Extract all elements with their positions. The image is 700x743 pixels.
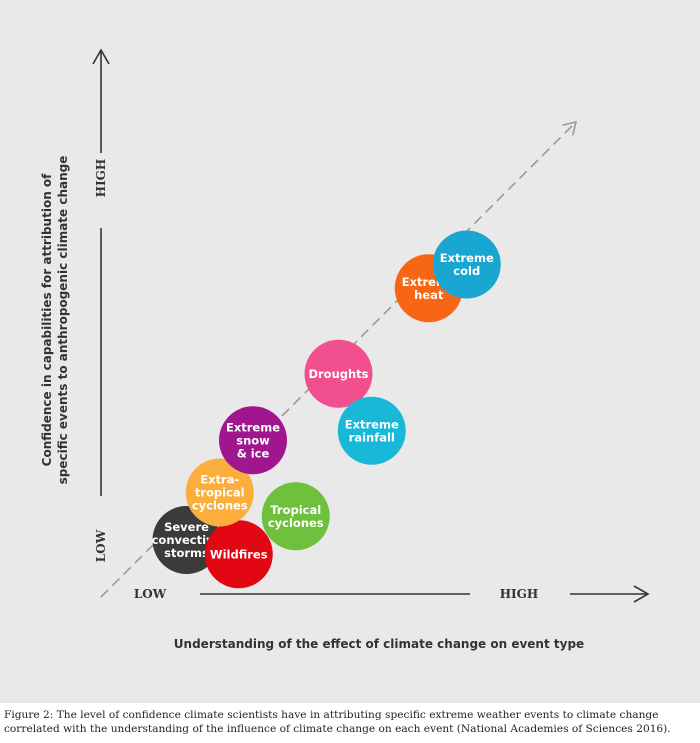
- bubble-label-extreme-snow-ice: & ice: [237, 446, 270, 460]
- bubble-label-extra-tropical-cyclones: tropical: [195, 486, 245, 500]
- diagonal-arrowhead: [562, 120, 578, 136]
- bubble-label-severe-convective-storms: convective: [152, 533, 222, 547]
- y-axis-arrowhead: [92, 48, 110, 65]
- bubble-circle-extreme-cold: [432, 230, 501, 299]
- bubble-label-extreme-snow-ice: snow: [236, 433, 270, 447]
- y-high-label: HIGH: [94, 159, 108, 198]
- bubble-label-extreme-snow-ice: Extreme: [226, 420, 280, 434]
- bubble-circle-droughts: [304, 339, 373, 408]
- bubble-circle-extreme-rainfall: [337, 396, 406, 465]
- bubble-circle-extreme-snow-ice: [219, 406, 287, 475]
- bubble-label-extreme-rainfall: rainfall: [349, 430, 395, 444]
- bubble-label-extreme-cold: cold: [453, 264, 480, 278]
- bubble-wildfires: Wildfires: [204, 520, 273, 589]
- x-axis-title: Understanding of the effect of climate c…: [174, 637, 584, 651]
- bubble-droughts: Droughts: [304, 339, 373, 408]
- bubble-circle-severe-convective-storms: [152, 506, 221, 574]
- y-axis-title-line-1: Confidence in capabilities for attributi…: [40, 173, 54, 467]
- bubble-label-extreme-heat: heat: [414, 288, 444, 302]
- caption-text: The level of confidence climate scientis…: [4, 709, 671, 735]
- x-low-label: LOW: [134, 587, 167, 601]
- bubble-circle-tropical-cyclones: [261, 482, 330, 551]
- bubble-label-tropical-cyclones: Tropical: [270, 503, 321, 517]
- bubble-label-droughts: Droughts: [308, 367, 368, 381]
- bubble-label-extreme-cold: Extreme: [440, 251, 494, 265]
- y-axis-title-line-2: specific events to anthropogenic climate…: [56, 156, 70, 485]
- bubble-label-severe-convective-storms: Severe: [164, 520, 209, 534]
- x-high-label: HIGH: [500, 587, 539, 601]
- attribution-chart: HIGH LOW LOW HIGH Confidence in capabili…: [40, 48, 650, 651]
- bubble-label-tropical-cyclones: cyclones: [268, 516, 324, 530]
- figure-panel: HIGH LOW LOW HIGH Confidence in capabili…: [0, 0, 700, 703]
- bubble-label-extreme-rainfall: Extreme: [345, 417, 399, 431]
- bubble-label-extra-tropical-cyclones: cyclones: [192, 499, 248, 513]
- x-axis-arrowhead: [633, 585, 650, 603]
- y-low-label: LOW: [94, 529, 108, 562]
- figure-caption: Figure 2: The level of confidence climat…: [4, 708, 698, 736]
- caption-label: Figure 2:: [4, 709, 54, 721]
- bubble-label-wildfires: Wildfires: [210, 547, 268, 561]
- bubble-label-severe-convective-storms: storms: [164, 546, 209, 560]
- bubble-label-extra-tropical-cyclones: Extra-: [200, 473, 239, 487]
- bubble-circle-wildfires: [204, 520, 273, 589]
- bubble-circle-extra-tropical-cyclones: [185, 458, 254, 527]
